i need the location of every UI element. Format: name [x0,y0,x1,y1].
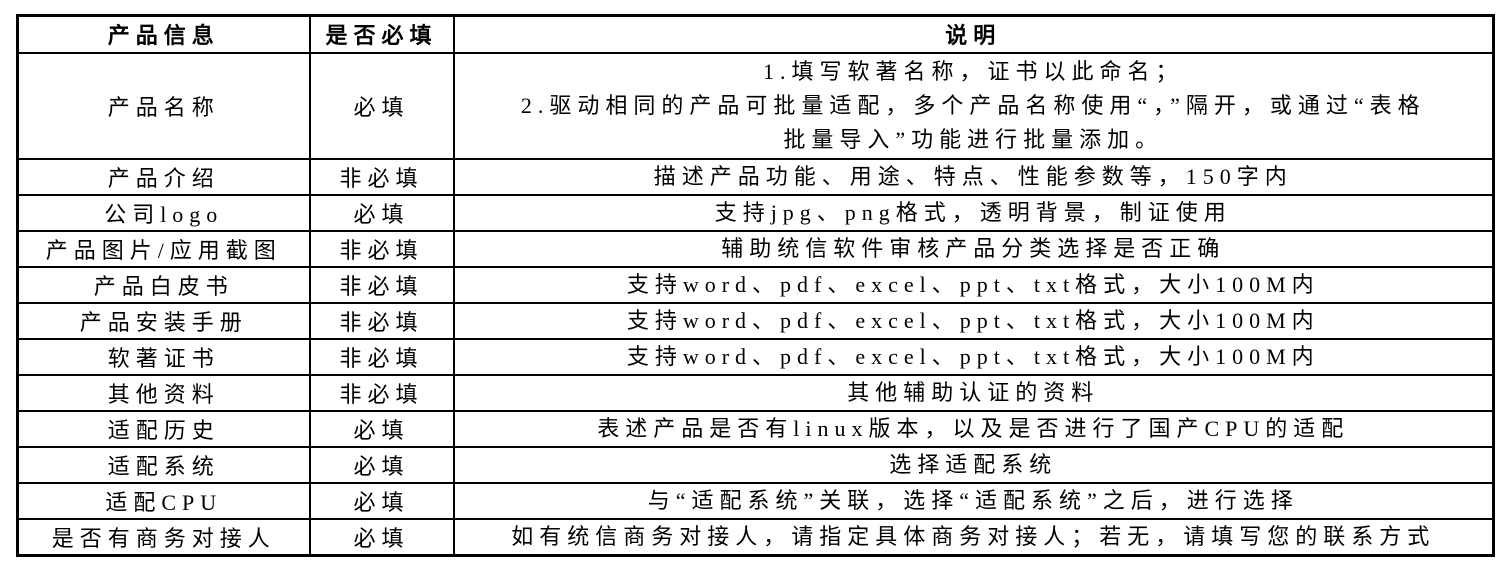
required-status-cell: 必填 [308,51,455,160]
product-field-cell: 产品介绍 [16,157,311,196]
description-cell: 其他辅助认证的资料 [452,373,1495,412]
description-cell: 表述产品是否有linux版本，以及是否进行了国产CPU的适配 [452,409,1495,448]
product-field-cell: 是否有商务对接人 [16,517,311,556]
required-status-cell: 非必填 [308,157,455,196]
table-row: 产品介绍 非必填 描述产品功能、用途、特点、性能参数等，150字内 [16,157,1495,196]
header-required: 是否必填 [308,14,455,54]
required-status-cell: 非必填 [308,265,455,304]
product-field-cell: 适配历史 [16,409,311,448]
header-product-info: 产品信息 [16,14,311,54]
table-row: 适配历史 必填 表述产品是否有linux版本，以及是否进行了国产CPU的适配 [16,409,1495,448]
product-info-table: 产品信息 是否必填 说明 产品名称 必填 1.填写软著名称，证书以此命名； 2.… [16,14,1495,557]
product-field-cell: 适配CPU [16,481,311,520]
product-field-cell: 其他资料 [16,373,311,412]
table-row: 产品安装手册 非必填 支持word、pdf、excel、ppt、txt格式，大小… [16,301,1495,340]
table-row: 是否有商务对接人 必填 如有统信商务对接人，请指定具体商务对接人；若无，请填写您… [16,517,1495,556]
table-row: 产品名称 必填 1.填写软著名称，证书以此命名； 2.驱动相同的产品可批量适配，… [16,51,1495,160]
required-status-cell: 必填 [308,481,455,520]
description-cell: 支持word、pdf、excel、ppt、txt格式，大小100M内 [452,265,1495,304]
required-status-cell: 必填 [308,517,455,556]
description-cell: 选择适配系统 [452,445,1495,484]
required-status-cell: 非必填 [308,229,455,268]
product-field-cell: 软著证书 [16,337,311,376]
table-row: 适配CPU 必填 与“适配系统”关联，选择“适配系统”之后，进行选择 [16,481,1495,520]
required-status-cell: 非必填 [308,373,455,412]
product-field-cell: 产品图片/应用截图 [16,229,311,268]
table-row: 软著证书 非必填 支持word、pdf、excel、ppt、txt格式，大小10… [16,337,1495,376]
table-row: 其他资料 非必填 其他辅助认证的资料 [16,373,1495,412]
product-field-cell: 适配系统 [16,445,311,484]
description-cell: 支持word、pdf、excel、ppt、txt格式，大小100M内 [452,337,1495,376]
table-row: 公司logo 必填 支持jpg、png格式，透明背景，制证使用 [16,193,1495,232]
product-field-cell: 产品白皮书 [16,265,311,304]
required-status-cell: 非必填 [308,337,455,376]
table-row: 产品图片/应用截图 非必填 辅助统信软件审核产品分类选择是否正确 [16,229,1495,268]
table-row: 产品白皮书 非必填 支持word、pdf、excel、ppt、txt格式，大小1… [16,265,1495,304]
product-field-cell: 公司logo [16,193,311,232]
product-field-cell: 产品安装手册 [16,301,311,340]
description-cell: 1.填写软著名称，证书以此命名； 2.驱动相同的产品可批量适配，多个产品名称使用… [452,51,1495,160]
description-cell: 支持jpg、png格式，透明背景，制证使用 [452,193,1495,232]
description-cell: 描述产品功能、用途、特点、性能参数等，150字内 [452,157,1495,196]
required-status-cell: 必填 [308,445,455,484]
header-description: 说明 [452,14,1495,54]
table-header-row: 产品信息 是否必填 说明 [16,14,1495,54]
description-cell: 辅助统信软件审核产品分类选择是否正确 [452,229,1495,268]
table-row: 适配系统 必填 选择适配系统 [16,445,1495,484]
required-status-cell: 必填 [308,193,455,232]
description-cell: 与“适配系统”关联，选择“适配系统”之后，进行选择 [452,481,1495,520]
description-cell: 如有统信商务对接人，请指定具体商务对接人；若无，请填写您的联系方式 [452,517,1495,556]
description-cell: 支持word、pdf、excel、ppt、txt格式，大小100M内 [452,301,1495,340]
required-status-cell: 必填 [308,409,455,448]
product-field-cell: 产品名称 [16,51,311,160]
required-status-cell: 非必填 [308,301,455,340]
